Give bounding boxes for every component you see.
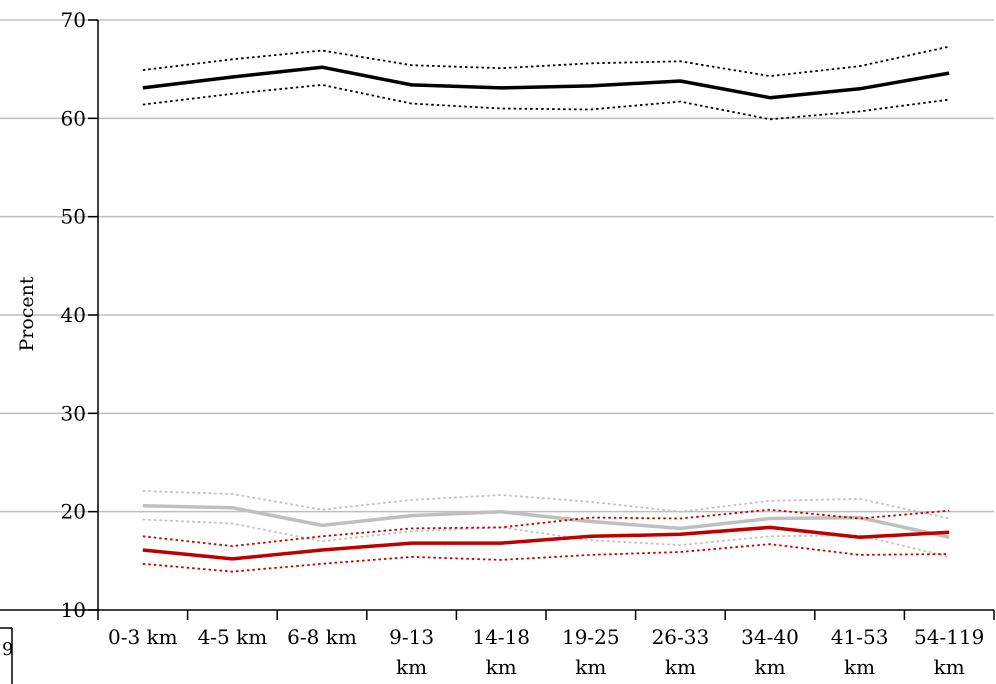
y-axis-title: Procent	[16, 276, 38, 351]
y-tick-label-60: 60	[61, 106, 86, 130]
axes	[0, 19, 995, 684]
x-tick-label-5-0: 19-25	[562, 625, 620, 649]
x-tick-label-3-0: 9-13	[389, 625, 434, 649]
x-tick-label-6-1: km	[665, 655, 696, 679]
x-tick-label-8-0: 41-53	[831, 625, 889, 649]
series-line-8	[142, 543, 950, 573]
series-line-0	[142, 65, 950, 100]
x-tick-label-9-0: 54-119	[914, 625, 984, 649]
gridlines	[0, 19, 994, 513]
y-tick-label-10: 10	[61, 598, 86, 622]
series-line-1	[142, 45, 950, 77]
y-tick-label-30: 30	[61, 401, 86, 425]
x-tick-label-9-1: km	[934, 655, 965, 679]
x-tick-label-7-1: km	[754, 655, 785, 679]
x-tick-label-8-1: km	[844, 655, 875, 679]
clipped-edge-label: 9	[2, 639, 13, 660]
x-tick-label-4-1: km	[486, 655, 517, 679]
y-tick-label-50: 50	[61, 205, 86, 229]
x-tick-label-5-1: km	[575, 655, 606, 679]
tick-labels: 10 20 30 40 50 60 70 0-3 km 4-5 km 6-8 km 9-13 km 14…	[61, 8, 985, 679]
series-line-2	[142, 84, 950, 121]
x-tick-label-6-0: 26-33	[652, 625, 710, 649]
x-tick-label-1-0: 4-5 km	[198, 625, 268, 649]
x-tick-label-4-0: 14-18	[472, 625, 530, 649]
y-tick-label-20: 20	[61, 500, 86, 524]
series-line-6	[142, 525, 950, 561]
x-tick-label-3-1: km	[396, 655, 427, 679]
series-lines	[142, 45, 950, 573]
series-line-3	[142, 504, 950, 539]
x-tick-label-2-0: 6-8 km	[287, 625, 357, 649]
y-tick-label-70: 70	[61, 8, 86, 32]
y-tick-label-40: 40	[61, 303, 86, 327]
x-tick-label-7-0: 34-40	[741, 625, 799, 649]
x-tick-label-0-0: 0-3 km	[108, 625, 178, 649]
